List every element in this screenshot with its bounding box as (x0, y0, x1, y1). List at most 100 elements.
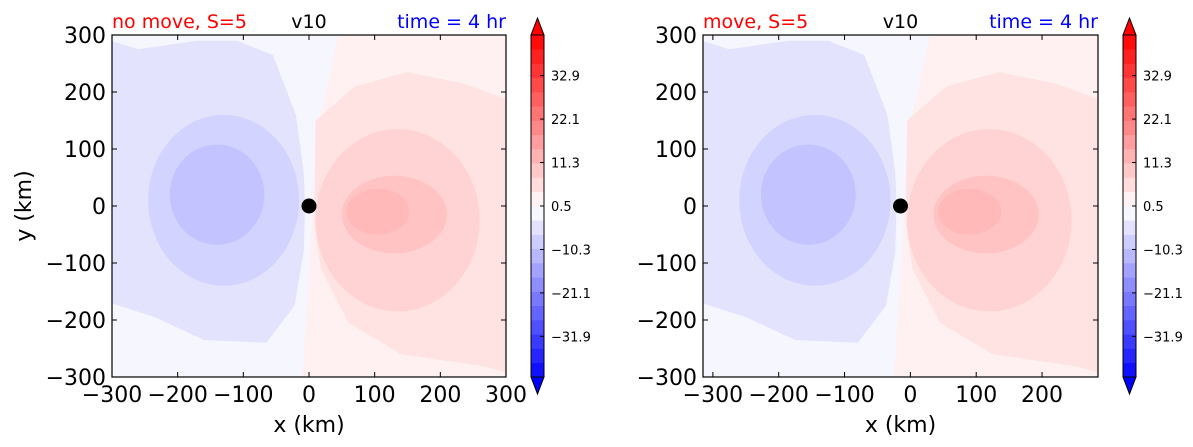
y-axis-label: y (km) (12, 170, 37, 241)
colorbar-tick-label: 32.9 (551, 70, 580, 85)
colorbar-tick-label: −10.3 (1143, 243, 1183, 258)
colorbar-level (1123, 362, 1136, 378)
colorbar-level (1123, 234, 1136, 250)
colorbar-level (531, 120, 544, 136)
colorbar-level (1123, 348, 1136, 364)
y-tick-label: −200 (46, 309, 106, 334)
colorbar-level (531, 77, 544, 93)
x-axis-label: x (km) (865, 413, 936, 438)
colorbar-tick-label: 22.1 (551, 113, 580, 128)
colorbar-tick-label: 11.3 (1143, 157, 1172, 172)
title-left: move, S=5 (703, 11, 808, 33)
x-tick-label: −200 (147, 383, 207, 408)
y-tick-label: 0 (683, 195, 697, 220)
colorbar-level (1123, 320, 1136, 335)
colorbar-level (531, 191, 544, 207)
colorbar-level (531, 206, 544, 221)
y-tick-label: 200 (655, 81, 697, 106)
colorbar-tick-label: 0.5 (1143, 200, 1164, 215)
title-right: time = 4 hr (989, 11, 1098, 33)
colorbar-tick-label: 32.9 (1143, 70, 1172, 85)
x-tick-label: −300 (82, 383, 142, 408)
colorbar-tick-label: −21.1 (1143, 287, 1183, 302)
x-tick-label: 200 (419, 383, 461, 408)
y-tick-label: −200 (637, 309, 697, 334)
x-axis-label: x (km) (273, 413, 344, 438)
y-tick-label: 300 (655, 24, 697, 49)
x-tick-label: −300 (683, 383, 743, 408)
y-tick-label: 100 (64, 138, 106, 163)
x-tick-label: 0 (903, 383, 917, 408)
contour-field (703, 35, 1098, 377)
title-right: time = 4 hr (397, 11, 506, 33)
chart-panel-1: −300 −200 −100 0 100 200 3003002001000−100−200… (12, 11, 591, 438)
positive-peak-region (346, 188, 410, 235)
colorbar-level (531, 248, 544, 264)
colorbar-level (531, 63, 544, 79)
colorbar-level (531, 149, 544, 164)
colorbar-tick-label: −10.3 (551, 243, 591, 258)
colorbar-tick-label: −31.9 (551, 330, 591, 345)
x-tick-label: −200 (748, 383, 808, 408)
colorbar-level (1123, 134, 1136, 150)
colorbar-level (1123, 291, 1136, 307)
colorbar-level (531, 134, 544, 150)
colorbar-level (531, 277, 544, 292)
colorbar-extend-min (1122, 376, 1137, 396)
colorbar-level (1123, 220, 1136, 235)
colorbar-level (1123, 277, 1136, 292)
colorbar-level (531, 106, 544, 121)
colorbar-level (531, 49, 544, 64)
colorbar-level (531, 305, 544, 321)
colorbar-tick-label: −21.1 (551, 287, 591, 302)
colorbar-level (531, 263, 544, 278)
colorbar-extend-min (530, 376, 545, 396)
colorbar-level (531, 348, 544, 364)
chart-panel-2: −300 −200 −100 0 100 2003002001000−100−200−30… (637, 11, 1183, 438)
colorbar-tick-label: 0.5 (551, 200, 572, 215)
colorbar-level (1123, 263, 1136, 278)
y-tick-label: 100 (655, 138, 697, 163)
colorbar-tick-label: 11.3 (551, 157, 580, 172)
storm-center-marker (301, 198, 317, 214)
x-tick-label: 0 (302, 383, 316, 408)
colorbar-level (531, 35, 544, 50)
negative-core-region (169, 144, 265, 245)
colorbar-level (1123, 163, 1136, 178)
y-tick-label: −300 (46, 366, 106, 391)
colorbar-extend-max (530, 16, 545, 36)
title-center: v10 (883, 11, 918, 33)
colorbar-level (1123, 191, 1136, 207)
colorbar-extend-max (1122, 16, 1137, 36)
colorbar-level (1123, 334, 1136, 349)
colorbar-level (531, 163, 544, 178)
colorbar-level (1123, 120, 1136, 136)
colorbar-level (1123, 177, 1136, 193)
colorbar-level (531, 220, 544, 235)
x-tick-label: −100 (814, 383, 874, 408)
x-tick-label: 100 (955, 383, 997, 408)
x-tick-label: 300 (485, 383, 527, 408)
colorbar-level (531, 334, 544, 349)
colorbar-level (1123, 77, 1136, 93)
contour-field (112, 35, 506, 377)
colorbar-level (1123, 248, 1136, 264)
colorbar-level (531, 320, 544, 335)
y-tick-label: 300 (64, 24, 106, 49)
colorbar-level (531, 291, 544, 307)
colorbar: 32.9 22.1 11.3 0.5 −10.3 −21.1 −31.9 (1122, 16, 1183, 396)
colorbar-level (1123, 206, 1136, 221)
x-tick-label: 200 (1021, 383, 1063, 408)
colorbar-level (1123, 149, 1136, 164)
y-tick-label: 0 (92, 195, 106, 220)
title-left: no move, S=5 (112, 11, 247, 33)
storm-center-marker (893, 198, 908, 214)
x-tick-label: 100 (354, 383, 396, 408)
colorbar-tick-label: 22.1 (1143, 113, 1172, 128)
negative-core-region (760, 144, 856, 245)
y-tick-label: −100 (637, 252, 697, 277)
y-tick-label: 200 (64, 81, 106, 106)
x-tick-label: −100 (213, 383, 273, 408)
colorbar-level (1123, 92, 1136, 107)
